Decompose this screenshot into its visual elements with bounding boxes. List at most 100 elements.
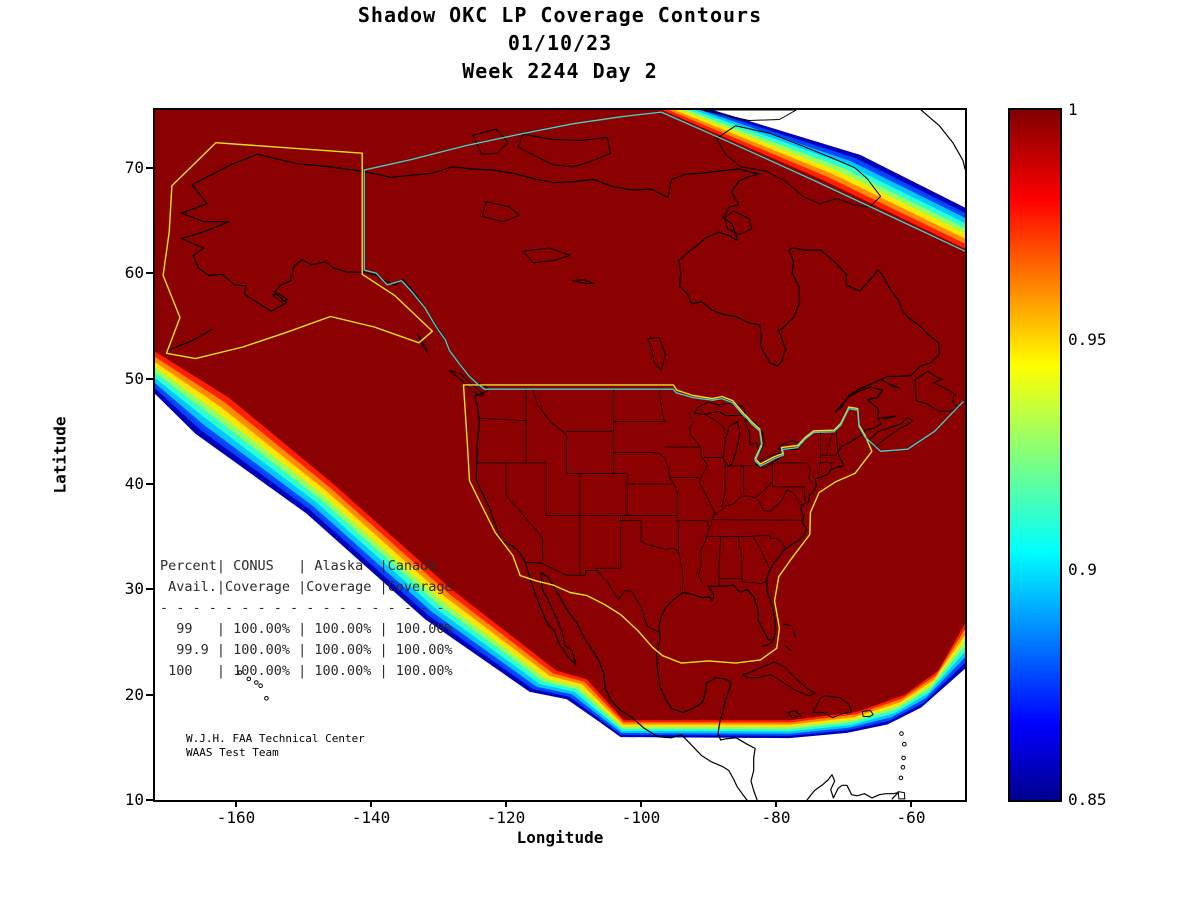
state-borders xyxy=(758,489,788,512)
state-borders xyxy=(505,462,544,562)
islands xyxy=(880,379,900,389)
island-dot xyxy=(258,683,263,689)
x-tick-label: -80 xyxy=(761,808,791,827)
islands xyxy=(787,710,802,719)
conus-service-boundary xyxy=(462,384,873,664)
island-dot xyxy=(899,731,904,736)
islands xyxy=(701,110,797,121)
colorbar-tick-label: 0.95 xyxy=(1068,330,1107,349)
coverage-band xyxy=(155,110,965,721)
lakes xyxy=(722,421,741,467)
colorbar xyxy=(1008,108,1062,802)
island-dot xyxy=(246,676,252,682)
colorbar-tick-label: 0.85 xyxy=(1068,790,1107,809)
y-tick-mark xyxy=(146,799,153,801)
colorbar-tick-label: 1 xyxy=(1068,100,1078,119)
state-borders xyxy=(826,430,834,456)
y-tick-mark xyxy=(146,166,153,169)
y-tick-mark xyxy=(146,693,153,696)
x-tick-label: -100 xyxy=(621,808,661,827)
islands xyxy=(448,369,485,397)
national-borders xyxy=(525,562,661,633)
state-borders xyxy=(721,465,726,507)
lakes xyxy=(522,247,571,264)
islands xyxy=(861,710,874,718)
coastline xyxy=(167,328,213,351)
chart-subtitle-date: 01/10/23 xyxy=(507,31,613,55)
island-dot xyxy=(900,765,906,770)
y-tick-label: 10 xyxy=(124,790,144,809)
y-tick-mark xyxy=(146,482,153,485)
coverage-table-line: Avail.|Coverage |Coverage |Coverage xyxy=(160,579,453,595)
y-tick-label: 50 xyxy=(124,368,144,388)
island-dot xyxy=(237,670,243,675)
island-dot xyxy=(264,696,269,701)
lakes xyxy=(647,337,666,371)
chart-subtitle-week: Week 2244 Day 2 xyxy=(462,59,658,83)
canada-service-boundary xyxy=(363,169,964,467)
islands xyxy=(914,370,961,412)
coverage-table-line: 99.9 | 100.00% | 100.00% | 100.00% xyxy=(160,642,453,658)
state-borders xyxy=(669,477,678,494)
coverage-table-line: Percent| CONUS | Alaska |Canada xyxy=(160,558,437,574)
x-tick-mark xyxy=(640,800,642,807)
plot-area xyxy=(153,108,967,802)
islands xyxy=(897,791,906,800)
coastline xyxy=(180,153,365,312)
attribution-line1: W.J.H. FAA Technical Center xyxy=(186,732,365,745)
coastline xyxy=(363,166,940,800)
islands xyxy=(472,128,509,155)
state-borders xyxy=(713,481,773,516)
coastline xyxy=(782,623,791,626)
state-borders xyxy=(705,414,726,431)
state-borders xyxy=(819,430,822,463)
island-dot xyxy=(901,755,906,761)
colorbar-tick-label: 0.9 xyxy=(1068,560,1097,579)
coverage-table-line: - - - - - - - - - - - - - - - - - - xyxy=(160,600,445,616)
y-tick-label: 20 xyxy=(124,684,144,704)
island-dot xyxy=(898,775,904,781)
x-tick-label: -160 xyxy=(216,808,256,827)
state-borders xyxy=(718,536,721,587)
alaska-service-boundary xyxy=(162,142,434,360)
islands xyxy=(868,417,913,448)
state-borders xyxy=(678,520,684,591)
islands xyxy=(880,415,897,420)
state-borders xyxy=(818,462,821,474)
state-borders xyxy=(746,534,787,549)
state-borders xyxy=(532,388,567,464)
coverage-map xyxy=(155,110,965,800)
y-tick-mark xyxy=(146,588,153,591)
coastline xyxy=(785,645,792,651)
state-borders xyxy=(737,536,743,580)
state-borders xyxy=(677,520,709,527)
lakes xyxy=(743,419,765,453)
state-borders xyxy=(777,459,812,483)
coverage-table: Percent| CONUS | Alaska |Canada Avail.|C… xyxy=(160,556,453,682)
islands xyxy=(272,292,288,303)
state-borders xyxy=(712,519,805,521)
coastline xyxy=(761,641,774,647)
coverage-table-line: 100 | 100.00% | 100.00% | 100.00% xyxy=(160,663,453,679)
x-tick-mark xyxy=(910,800,912,807)
x-tick-mark xyxy=(235,800,237,807)
canada-service-boundary xyxy=(363,111,965,252)
coastline xyxy=(806,774,899,800)
x-tick-label: -140 xyxy=(351,808,391,827)
state-borders xyxy=(596,567,621,571)
coastline xyxy=(920,110,965,170)
attribution-line2: WAAS Test Team xyxy=(186,746,279,759)
y-axis-label: Latitude xyxy=(50,416,70,494)
x-tick-label: -60 xyxy=(896,808,926,827)
attribution: W.J.H. FAA Technical Center WAAS Test Te… xyxy=(186,732,365,760)
islands xyxy=(724,210,753,235)
state-borders xyxy=(821,453,838,456)
islands xyxy=(517,133,612,168)
lakes xyxy=(571,279,595,285)
state-borders xyxy=(640,540,679,552)
state-borders xyxy=(804,486,806,501)
island-dot xyxy=(902,741,907,747)
y-tick-label: 70 xyxy=(124,157,144,177)
state-borders xyxy=(741,578,767,584)
